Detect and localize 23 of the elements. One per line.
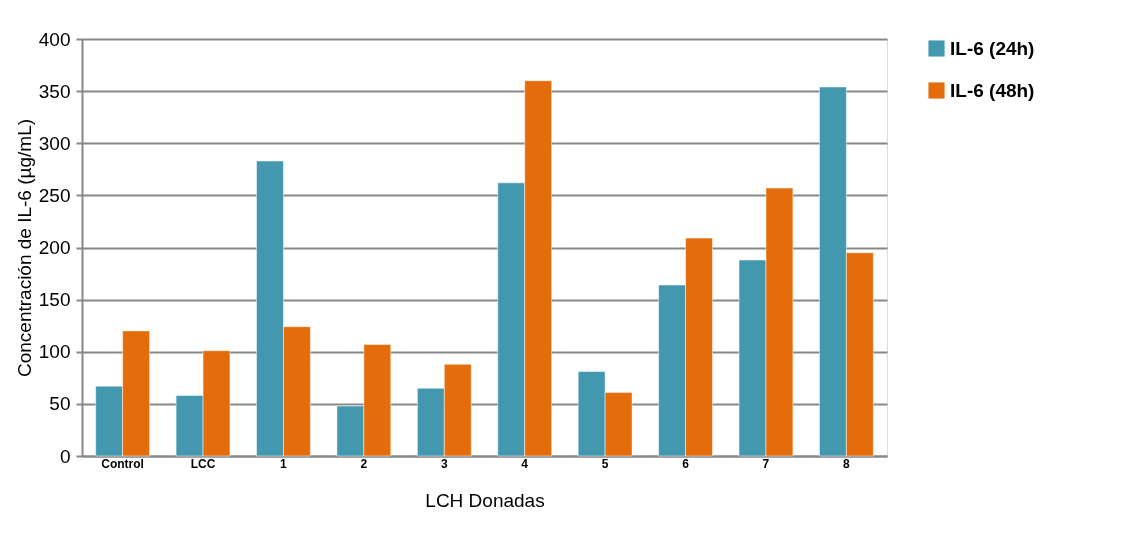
x-tick-label: 3: [440, 456, 448, 471]
x-tick-label: 1: [280, 456, 288, 471]
y-tick-label: 300: [38, 132, 71, 154]
y-tick-label: 250: [38, 184, 71, 206]
y-tick-label: 400: [38, 28, 71, 50]
x-tick-label: 4: [521, 456, 529, 471]
y-axis-title: Concentración de IL-6 (µg/mL): [13, 118, 35, 378]
y-tick-label: 150: [38, 289, 71, 311]
x-tick-label: 7: [762, 456, 770, 471]
y-tick-label: 100: [38, 341, 71, 363]
x-tick-label: Control: [101, 456, 144, 471]
y-tick-label: 0: [59, 445, 71, 467]
legend-label: IL-6 (24h): [950, 37, 1035, 59]
x-tick-label: LCC: [190, 456, 216, 471]
y-tick-label: 50: [49, 393, 71, 415]
y-tick-label: 350: [38, 80, 71, 102]
x-tick-label: 2: [360, 456, 368, 471]
x-tick-label: 6: [682, 456, 690, 471]
x-axis-title: LCH Donadas: [425, 489, 545, 511]
x-tick-label: 8: [843, 456, 851, 471]
legend-label: IL-6 (48h): [950, 79, 1035, 101]
x-tick-label: 5: [601, 456, 609, 471]
y-tick-label: 200: [38, 237, 71, 258]
